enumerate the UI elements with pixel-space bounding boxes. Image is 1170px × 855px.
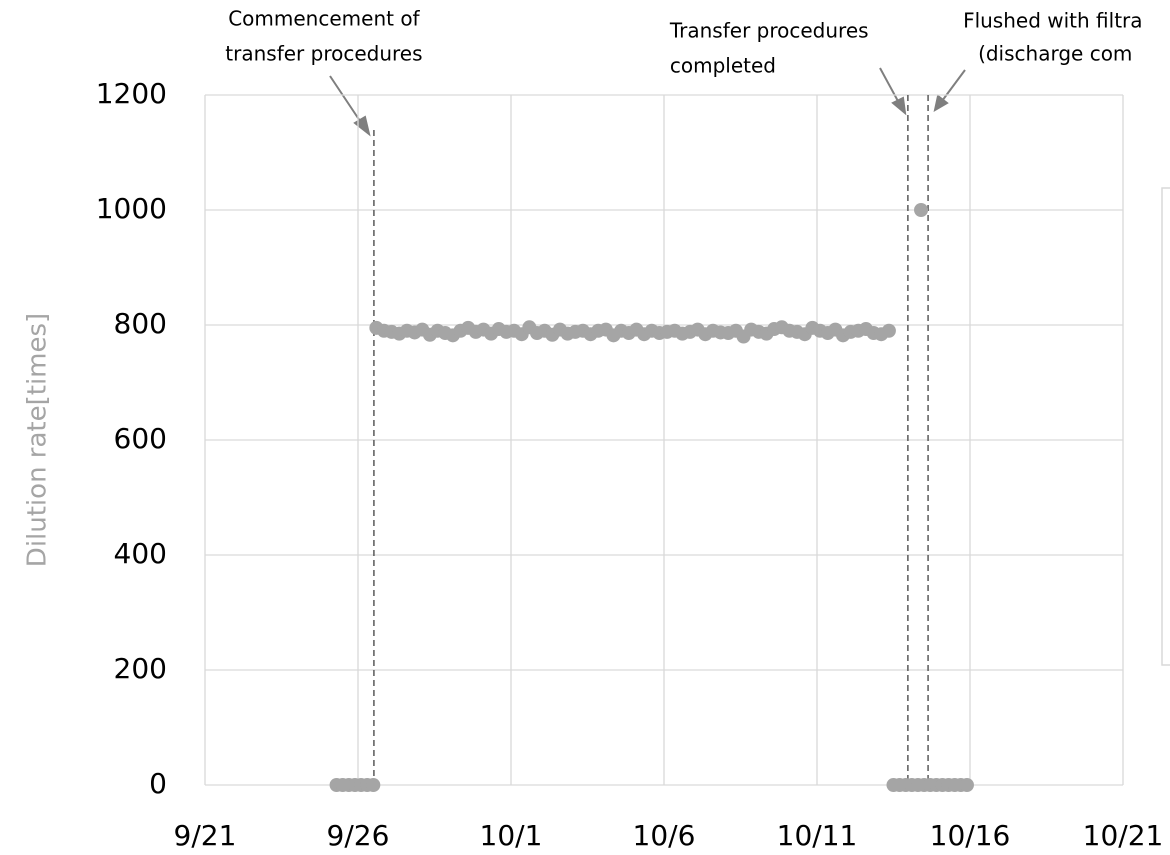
y-tick-label: 0 <box>149 767 167 800</box>
point <box>914 203 929 217</box>
y-tick-label: 400 <box>114 537 167 570</box>
y-tick-label: 800 <box>114 307 167 340</box>
y-tick-label: 200 <box>114 652 167 685</box>
series <box>329 203 974 792</box>
x-tick-label: 10/21 <box>1083 819 1164 852</box>
y-tick-label: 600 <box>114 422 167 455</box>
point <box>366 778 381 792</box>
annotation-text: Transfer procedures <box>669 19 869 43</box>
annotation-text: transfer procedures <box>225 42 422 66</box>
legend-box <box>1161 187 1170 666</box>
x-tick-label: 10/6 <box>633 819 696 852</box>
arrow <box>329 75 363 125</box>
y-tick-label: 1200 <box>96 77 167 110</box>
arrow-head <box>353 115 371 137</box>
x-tick-label: 10/1 <box>480 819 543 852</box>
point <box>959 778 974 792</box>
arrows <box>329 67 966 137</box>
annotation-text: (discharge com <box>978 42 1132 66</box>
arrow-head <box>933 94 949 113</box>
x-tick-label: 10/16 <box>930 819 1011 852</box>
annotation-text: completed <box>670 54 776 78</box>
y-axis-label: Dilution rate[times] <box>23 313 53 567</box>
x-tick-label: 9/21 <box>174 819 237 852</box>
x-tick-label: 9/26 <box>327 819 390 852</box>
x-tick-label: 10/11 <box>777 819 858 852</box>
y-tick-label: 1000 <box>96 192 167 225</box>
arrow-head <box>891 96 907 116</box>
arrow <box>879 67 900 104</box>
annotation-text: Flushed with filtra <box>963 9 1142 33</box>
grid <box>204 94 1124 786</box>
annotation-text: Commencement of <box>228 7 420 31</box>
arrow <box>941 69 966 102</box>
point <box>881 323 896 338</box>
